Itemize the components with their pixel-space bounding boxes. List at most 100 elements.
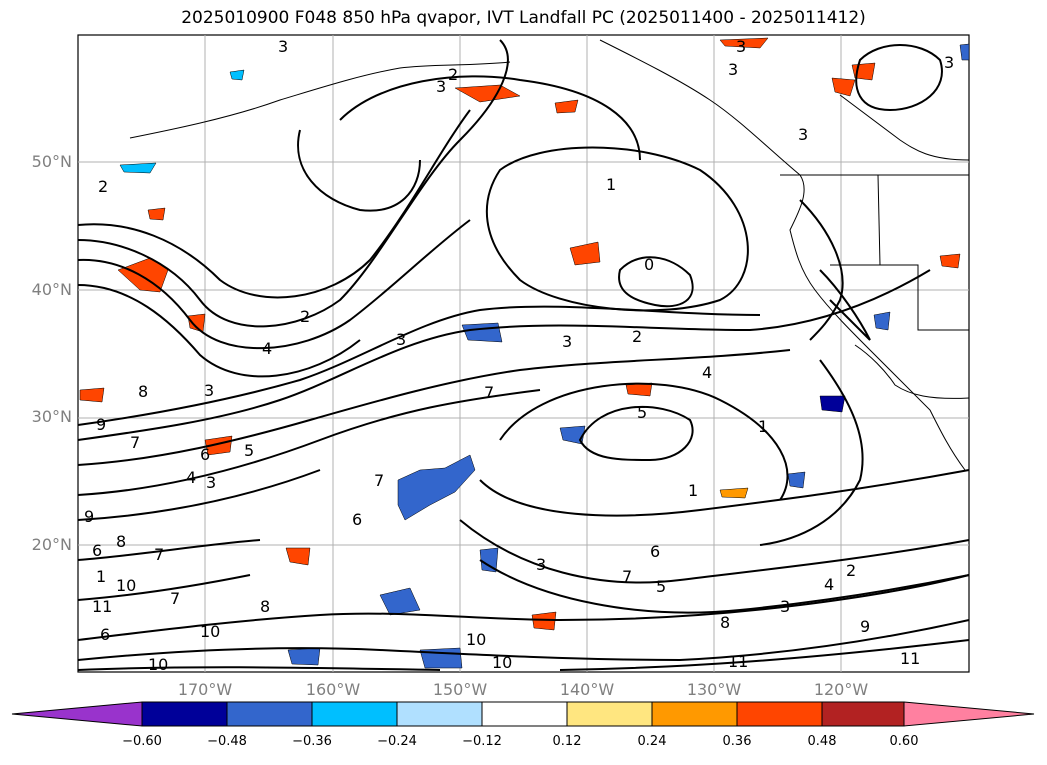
colorbar: [11, 701, 1035, 727]
contour-label: 7: [154, 545, 164, 564]
contour-label: 10: [466, 630, 486, 649]
grid-lines: [78, 35, 969, 672]
contour-label: 1: [688, 481, 698, 500]
coastlines: [129, 39, 970, 471]
shade-patch: [939, 253, 961, 269]
contour-label: 11: [728, 652, 748, 671]
shade-patch: [959, 43, 970, 61]
contour-label: 8: [260, 597, 270, 616]
contour-label: 3: [436, 77, 446, 96]
shade-patch: [719, 487, 749, 499]
shade-patch: [454, 84, 521, 103]
lon-label: 120°W: [813, 680, 869, 699]
shade-patch: [531, 611, 557, 631]
shade-patch: [819, 395, 846, 413]
contour-label: 1: [606, 175, 616, 194]
contour-label: 3: [728, 60, 738, 79]
colorbar-tick: 0.36: [722, 734, 752, 749]
contour-label: 9: [860, 617, 870, 636]
colorbar-segment: [311, 701, 398, 727]
contour-label: 10: [148, 655, 168, 674]
colorbar-segment: [651, 701, 738, 727]
contour-label: 3: [562, 332, 572, 351]
contour-label: 5: [244, 441, 254, 460]
contour-label: 6: [92, 541, 102, 560]
contour-label: 10: [492, 653, 512, 672]
shade-patch: [419, 647, 463, 669]
lat-label: 50°N: [31, 152, 72, 171]
shading-patches: [79, 37, 970, 669]
contour-label: 0: [644, 255, 654, 274]
contour-label: 1: [758, 417, 768, 436]
colorbar-segment: [226, 701, 313, 727]
shade-patch: [569, 241, 601, 266]
contour-label: 4: [186, 468, 196, 487]
colorbar-tick: 0.60: [889, 734, 919, 749]
map-frame: [77, 34, 970, 673]
shade-patch: [831, 77, 856, 97]
contour-label: 2: [448, 65, 458, 84]
shade-patch: [287, 647, 321, 666]
lat-label: 20°N: [31, 535, 72, 554]
contour-label: 7: [170, 589, 180, 608]
shade-patch: [379, 587, 421, 616]
contour-label: 8: [116, 532, 126, 551]
contour-label: 6: [100, 625, 110, 644]
contour-label: 7: [484, 383, 494, 402]
contour-label: 6: [200, 445, 210, 464]
colorbar-tick: −0.12: [462, 734, 502, 749]
shade-patch: [204, 435, 233, 456]
contour-label: 8: [720, 613, 730, 632]
contour-label: 3: [278, 37, 288, 56]
colorbar-tick: −0.60: [122, 734, 162, 749]
colorbar-tick: 0.24: [637, 734, 667, 749]
shade-patch: [787, 471, 806, 489]
colorbar-segment: [736, 701, 823, 727]
shade-patch: [285, 547, 311, 566]
contour-label: 4: [702, 363, 712, 382]
lat-label: 30°N: [31, 407, 72, 426]
contour-label: 3: [206, 473, 216, 492]
contour-label: 4: [824, 575, 834, 594]
contour-label: 2: [846, 561, 856, 580]
colorbar-segment: [141, 701, 228, 727]
shade-patch: [117, 257, 169, 293]
shade-patch: [479, 547, 499, 573]
colorbar-tick: −0.24: [377, 734, 417, 749]
shade-patch: [397, 454, 476, 521]
contour-label: 3: [396, 330, 406, 349]
contour-label: 6: [650, 542, 660, 561]
contour-label-group: 3 2 3 3 3 3 3 2 1 0 2 3 4 8 9 7 6 5 4 3 …: [84, 37, 954, 674]
contour-label: 7: [374, 471, 384, 490]
colorbar-segment: [481, 701, 568, 727]
colorbar-tick: −0.48: [207, 734, 247, 749]
colorbar-segment: [821, 701, 905, 727]
colorbar-extend-low: [11, 701, 143, 727]
contour-label: 3: [780, 597, 790, 616]
shade-patch: [79, 387, 105, 403]
shade-patch: [554, 99, 579, 114]
shade-patch: [873, 311, 891, 331]
shade-patch: [147, 207, 166, 221]
contour-label: 9: [84, 507, 94, 526]
lat-label: 40°N: [31, 280, 72, 299]
contour-label: 11: [900, 649, 920, 668]
contour-label: 2: [632, 327, 642, 346]
contour-label: 3: [536, 555, 546, 574]
lon-label: 140°W: [559, 680, 615, 699]
contour-label: 8: [138, 382, 148, 401]
contour-label: 5: [656, 577, 666, 596]
contour-label: 11: [92, 597, 112, 616]
contour-label: 7: [622, 567, 632, 586]
colorbar-tick: 0.12: [552, 734, 582, 749]
shade-patch: [229, 69, 245, 81]
shade-patch: [625, 382, 653, 397]
contour-lines: [77, 39, 970, 671]
colorbar-segment: [396, 701, 483, 727]
shade-patch: [461, 322, 503, 343]
contour-label: 3: [944, 53, 954, 72]
contour-label: 3: [798, 125, 808, 144]
contour-label: 6: [352, 510, 362, 529]
lon-label: 160°W: [305, 680, 361, 699]
